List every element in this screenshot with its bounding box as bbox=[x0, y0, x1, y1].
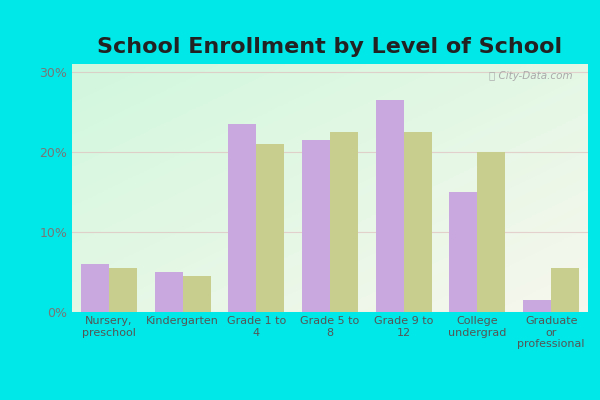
Bar bbox=[404, 132, 432, 312]
Bar bbox=[81, 264, 109, 312]
Bar bbox=[551, 268, 579, 312]
Bar bbox=[155, 272, 182, 312]
Title: School Enrollment by Level of School: School Enrollment by Level of School bbox=[97, 37, 563, 57]
Bar bbox=[109, 268, 137, 312]
Bar bbox=[302, 140, 330, 312]
Bar bbox=[228, 124, 256, 312]
Bar bbox=[376, 100, 404, 312]
Bar bbox=[478, 152, 505, 312]
Bar bbox=[256, 144, 284, 312]
Bar bbox=[449, 192, 478, 312]
Bar bbox=[182, 276, 211, 312]
Bar bbox=[330, 132, 358, 312]
Text: ⓘ City-Data.com: ⓘ City-Data.com bbox=[489, 72, 572, 82]
Bar bbox=[523, 300, 551, 312]
